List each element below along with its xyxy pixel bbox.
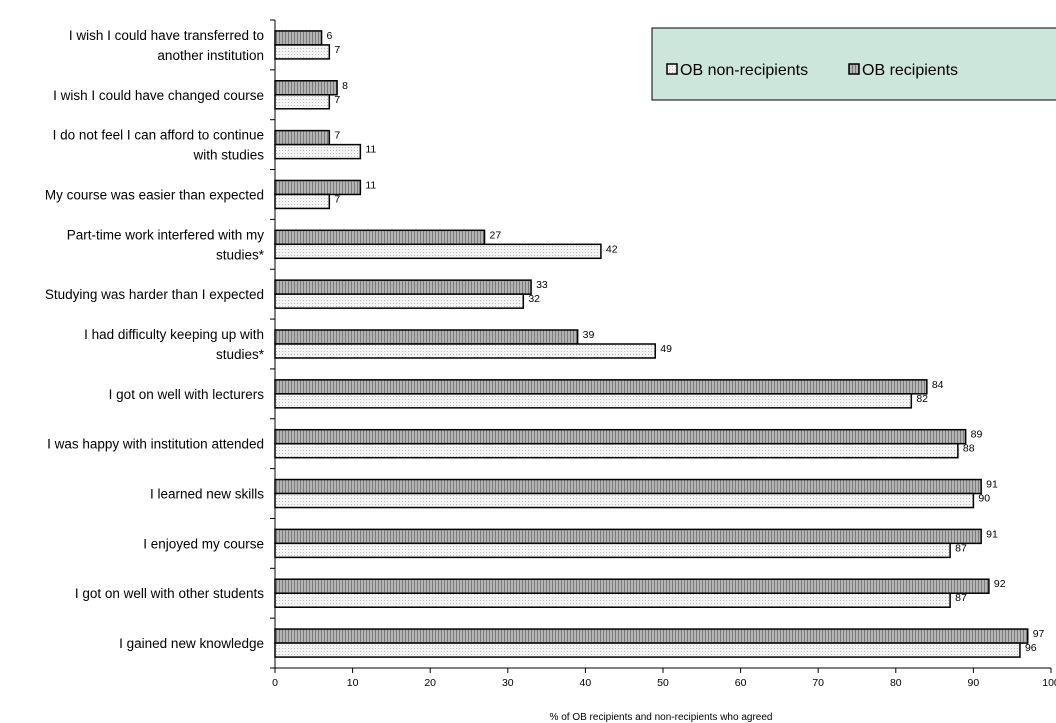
category-label-4: Part-time work interfered with my studies… [67,227,265,262]
bar-recipients-1 [274,80,338,96]
value-label-non-recipients-12: 96 [1025,642,1037,654]
value-label-non-recipients-5: 32 [528,293,540,305]
bar-non-recipients-9 [274,492,975,509]
value-label-recipients-10: 91 [986,528,998,540]
value-label-recipients-9: 91 [986,479,998,491]
bar-non-recipients-7 [274,393,913,409]
value-label-recipients-2: 7 [334,130,340,142]
value-label-non-recipients-11: 87 [955,592,967,604]
bar-recipients-5 [274,279,532,295]
value-label-non-recipients-7: 82 [916,393,928,405]
legend-label-non-recipients: OB non-recipients [680,62,808,79]
value-label-recipients-1: 8 [342,80,348,92]
category-label-11: I got on well with other students [75,586,264,601]
bars-layer [274,30,1029,658]
bar-non-recipients-4 [274,243,602,260]
labels-layer: 67I wish I could have transferred to anot… [45,28,1045,654]
value-label-recipients-11: 92 [994,578,1006,590]
x-tick-label-0: 0 [272,677,278,689]
legend-swatch-non-recipients [666,63,678,75]
bar-non-recipients-6 [274,343,656,359]
value-label-recipients-5: 33 [536,279,548,291]
x-tick-label-3: 30 [502,677,514,689]
value-label-non-recipients-0: 7 [334,44,340,56]
bar-recipients-11 [274,578,990,594]
x-axis: 0 10 20 30 40 50 60 70 80 90 100 [270,19,1056,689]
x-tick-label-1: 10 [347,677,359,689]
bar-recipients-3 [274,179,362,196]
bar-recipients-9 [274,478,982,495]
legend-swatch-recipients [848,63,860,75]
category-label-5: Studying was harder than I expected [45,287,264,302]
value-label-recipients-8: 89 [971,429,983,441]
value-label-non-recipients-4: 42 [606,243,618,255]
value-label-recipients-4: 27 [490,229,502,241]
value-label-recipients-7: 84 [932,379,944,391]
category-label-3: My course was easier than expected [45,187,264,202]
bar-recipients-2 [274,129,331,146]
x-tick-label-4: 40 [580,677,592,689]
value-label-non-recipients-3: 7 [334,193,340,205]
category-label-10: I enjoyed my course [143,536,264,551]
value-label-non-recipients-6: 49 [660,343,672,355]
value-label-non-recipients-9: 90 [978,493,990,505]
x-tick-label-8: 80 [890,677,902,689]
bar-non-recipients-12 [274,642,1021,658]
category-label-1: I wish I could have changed course [53,88,264,103]
x-tick-label-7: 70 [812,677,824,689]
bar-non-recipients-1 [274,94,331,110]
bar-non-recipients-0 [274,44,331,60]
category-label-12: I gained new knowledge [119,636,264,651]
legend: OB non-recipients OB recipients [651,27,1056,101]
bar-non-recipients-3 [274,193,331,210]
category-label-8: I was happy with institution attended [47,437,264,452]
value-label-recipients-6: 39 [583,329,595,341]
category-label-0: I wish I could have transferred to anothe… [69,28,264,63]
bar-recipients-7 [274,379,928,395]
bar-recipients-10 [274,528,982,545]
x-tick-label-6: 60 [735,677,747,689]
x-axis-title: % of OB recipients and non-recipients wh… [550,712,773,723]
bar-non-recipients-5 [274,293,525,309]
bar-recipients-12 [274,628,1029,644]
value-label-non-recipients-1: 7 [334,94,340,106]
bar-recipients-6 [274,329,579,345]
bar-recipients-8 [274,428,967,445]
bar-recipients-0 [274,30,323,46]
legend-label-recipients: OB recipients [862,62,958,79]
category-label-7: I got on well with lecturers [109,387,265,402]
category-label-6: I had difficulty keeping up with studies* [84,327,265,362]
value-label-recipients-3: 11 [365,179,376,191]
category-label-9: I learned new skills [150,487,264,502]
value-label-recipients-0: 6 [327,30,333,42]
value-label-non-recipients-10: 87 [955,542,967,554]
bar-non-recipients-8 [274,442,959,459]
value-label-recipients-12: 97 [1033,628,1045,640]
x-tick-label-5: 50 [657,677,669,689]
x-tick-label-2: 20 [424,677,436,689]
x-tick-label-9: 90 [968,677,980,689]
bar-recipients-4 [274,229,486,246]
bar-non-recipients-2 [274,143,362,160]
value-label-non-recipients-8: 88 [963,443,975,455]
value-label-non-recipients-2: 11 [365,144,376,156]
bar-non-recipients-10 [274,542,951,559]
x-tick-label-10: 100 [1042,677,1056,689]
bar-non-recipients-11 [274,592,951,608]
category-label-2: I do not feel I can afford to continue wi… [53,128,265,163]
